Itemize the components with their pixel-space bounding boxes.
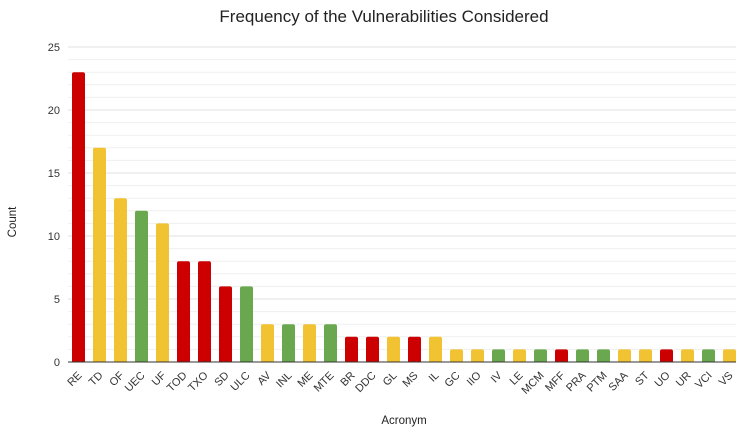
y-axis-label: Count (7, 206, 19, 237)
bar-sd (219, 286, 232, 362)
bar-uo (660, 349, 673, 362)
x-axis-label: Acronym (381, 415, 426, 427)
x-tick-label: TOD (165, 370, 190, 395)
bar-gc (450, 349, 463, 362)
y-tick-label: 15 (48, 168, 60, 180)
y-tick-label: 10 (48, 231, 60, 243)
bar-ulc (240, 286, 253, 362)
bar-tod (177, 261, 190, 362)
x-tick-label: DDC (353, 370, 378, 395)
bar-pra (576, 349, 589, 362)
x-tick-label: ULC (229, 370, 253, 394)
bar-inl (282, 324, 295, 362)
y-tick-label: 20 (48, 105, 60, 117)
chart-title: Frequency of the Vulnerabilities Conside… (219, 7, 548, 26)
x-tick-label: VS (717, 370, 736, 389)
x-tick-label: IIO (465, 369, 484, 388)
bar-le (513, 349, 526, 362)
y-axis-ticks: 0 5 10 15 20 25 (48, 42, 60, 369)
y-tick-label: 5 (54, 294, 60, 306)
bar-ur (681, 349, 694, 362)
y-tick-label: 25 (48, 42, 60, 54)
y-tick-label: 0 (54, 357, 60, 369)
bar-mcm (534, 349, 547, 362)
bar-vs (723, 349, 736, 362)
bar-av (261, 324, 274, 362)
bar-td (93, 147, 106, 362)
x-tick-label: TXO (186, 369, 211, 394)
x-tick-label: AV (255, 369, 274, 388)
x-tick-label: IL (427, 370, 442, 385)
x-tick-label: VCI (693, 370, 714, 391)
bar-ddc (366, 336, 379, 362)
x-tick-label: TD (87, 370, 106, 389)
bar-iv (492, 349, 505, 362)
bar-st (639, 349, 652, 362)
bar-il (429, 336, 442, 362)
x-tick-label: MCM (520, 370, 547, 397)
bar-ptm (597, 349, 610, 362)
x-tick-label: INL (274, 370, 295, 391)
x-tick-label: UO (652, 369, 672, 389)
bar-iio (471, 349, 484, 362)
bar-mte (324, 324, 337, 362)
bar-vci (702, 349, 715, 362)
bar-saa (618, 349, 631, 362)
x-tick-label: ST (633, 369, 652, 388)
x-tick-label: PRA (564, 369, 589, 394)
x-tick-label: GC (442, 370, 462, 390)
x-tick-label: MTE (312, 370, 337, 395)
bar-re (72, 72, 85, 362)
x-tick-label: PTM (585, 370, 610, 395)
bar-gl (387, 336, 400, 362)
x-tick-label: UEC (123, 370, 148, 395)
bar-mff (555, 349, 568, 362)
bar-uec (135, 210, 148, 362)
bar-br (345, 336, 358, 362)
x-tick-label: UR (674, 370, 694, 390)
bar-me (303, 324, 316, 362)
bar-of (114, 198, 127, 362)
x-tick-label: SAA (607, 369, 632, 394)
bar-ms (408, 336, 421, 362)
bar-txo (198, 261, 211, 362)
x-tick-label: GL (381, 370, 400, 389)
x-tick-label: MFF (543, 369, 568, 394)
x-tick-label: MS (400, 370, 420, 390)
bars (72, 72, 736, 362)
bar-uf (156, 223, 169, 362)
x-tick-label: IV (489, 369, 505, 385)
x-tick-label: RE (65, 370, 84, 389)
